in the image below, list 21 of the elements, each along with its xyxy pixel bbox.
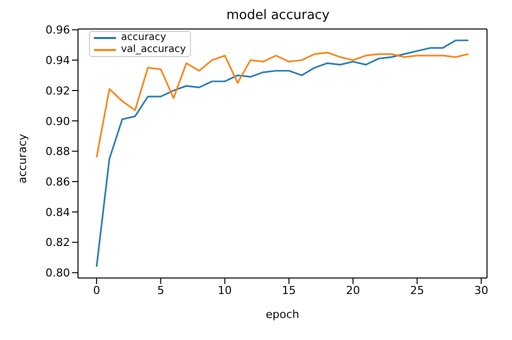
- y-tick-label: 0.86: [46, 175, 70, 188]
- x-tick-label: 30: [474, 284, 488, 297]
- y-tick-label: 0.88: [46, 145, 70, 158]
- y-tick-label: 0.82: [46, 236, 70, 250]
- x-tick-label: 5: [157, 284, 164, 297]
- legend-label: accuracy: [121, 32, 166, 44]
- x-axis-title: epoch: [266, 308, 300, 321]
- x-tick-label: 15: [282, 284, 296, 297]
- x-tick-label: 25: [410, 284, 424, 297]
- y-tick-label: 0.90: [46, 114, 70, 128]
- y-tick-label: 0.84: [46, 206, 70, 219]
- y-tick-label: 0.94: [46, 54, 70, 68]
- y-tick-label: 0.80: [46, 266, 70, 280]
- chart-title: model accuracy: [225, 8, 331, 23]
- y-tick-label: 0.96: [46, 24, 70, 37]
- y-tick-label: 0.92: [46, 84, 70, 98]
- x-tick-label: 20: [346, 284, 360, 297]
- x-tick-label: 0: [93, 284, 100, 297]
- y-axis-title: accuracy: [16, 133, 29, 184]
- x-tick-label: 10: [218, 284, 232, 297]
- legend-label: val_accuracy: [121, 44, 186, 56]
